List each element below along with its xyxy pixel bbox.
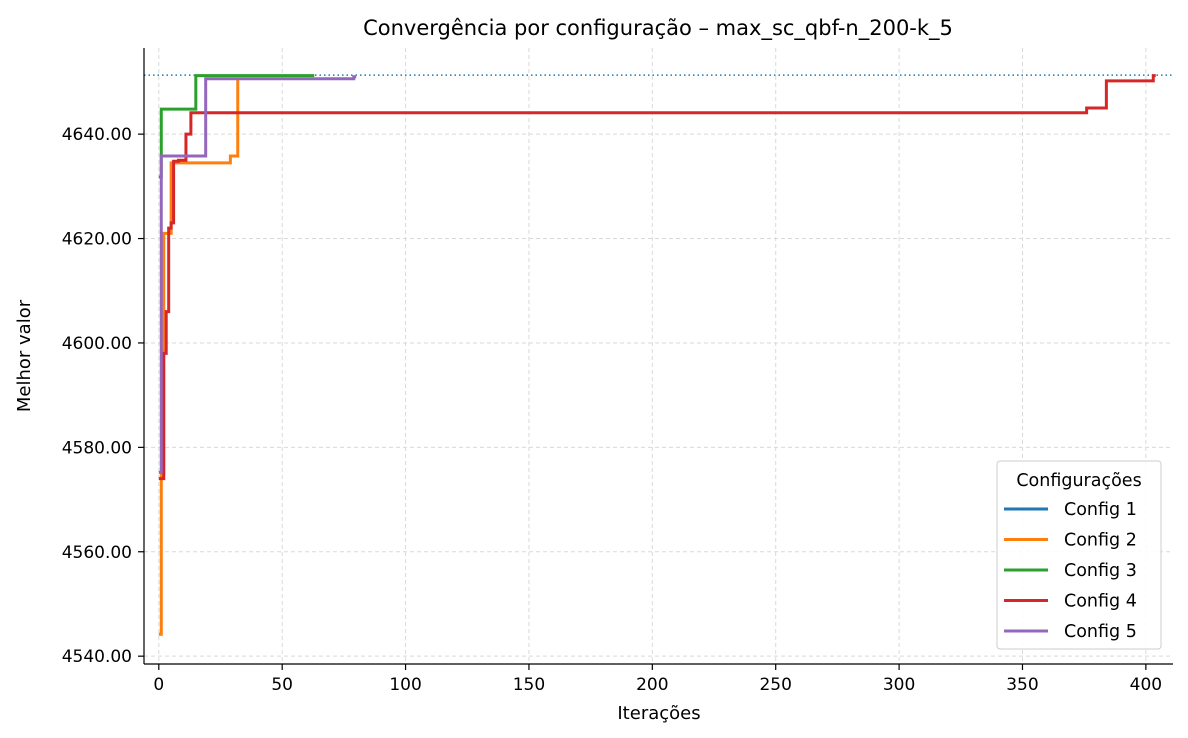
- y-tick-label: 4560.00: [62, 543, 132, 563]
- series-group: [158, 74, 1156, 636]
- y-axis-ticks: 4540.00 4560.00 4580.00 4600.00 4620.00 4640.…: [62, 125, 144, 667]
- legend-entry-label: Config 4: [1064, 592, 1137, 612]
- x-axis-ticks: 0 50 100 150 200 250 300 350 400: [153, 664, 1162, 695]
- x-tick-label: 0: [153, 675, 164, 695]
- x-tick-label: 400: [1130, 675, 1162, 695]
- axes: [143, 48, 1173, 665]
- x-tick-label: 300: [883, 675, 915, 695]
- legend-entry-label: Config 1: [1064, 500, 1137, 520]
- x-tick-label: 350: [1006, 675, 1038, 695]
- grid: [144, 48, 1173, 664]
- y-tick-label: 4540.00: [62, 647, 132, 667]
- series-line-config-5: [158, 75, 357, 474]
- series-line-config-4: [158, 74, 1156, 481]
- y-tick-label: 4580.00: [62, 438, 132, 458]
- y-axis-label: Melhor valor: [14, 299, 35, 412]
- legend-entry-label: Config 2: [1064, 531, 1137, 551]
- y-tick-label: 4620.00: [62, 230, 132, 250]
- y-tick-label: 4600.00: [62, 334, 132, 354]
- x-tick-label: 200: [636, 675, 668, 695]
- x-tick-label: 150: [513, 675, 545, 695]
- legend-entry-label: Config 3: [1064, 561, 1137, 581]
- x-axis-label: Iterações: [617, 703, 700, 724]
- x-tick-label: 250: [759, 675, 791, 695]
- legend-entry-label: Config 5: [1064, 622, 1137, 642]
- series-line-config-2: [158, 77, 240, 636]
- x-tick-label: 100: [389, 675, 421, 695]
- y-tick-label: 4640.00: [62, 125, 132, 145]
- legend-title: Configurações: [1016, 471, 1141, 491]
- legend: Configurações Config 1 Config 2 Config 3 Co…: [996, 460, 1162, 650]
- chart-title: Convergência por configuração – max_sc_q…: [363, 16, 953, 41]
- x-tick-label: 50: [271, 675, 293, 695]
